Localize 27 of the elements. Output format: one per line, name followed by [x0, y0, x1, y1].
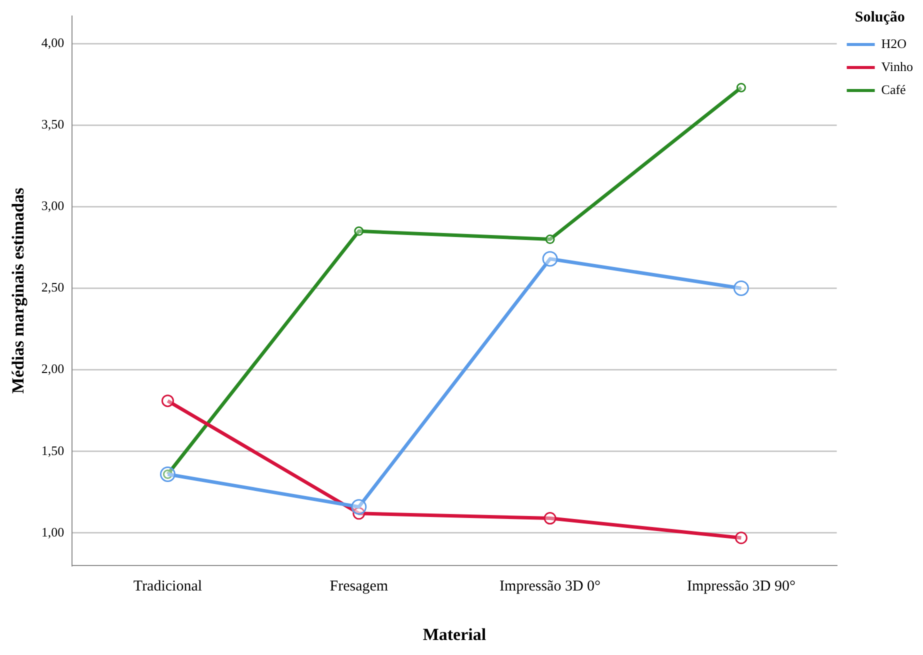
point [160, 466, 176, 482]
point [734, 532, 748, 544]
legend-title: Solução [854, 9, 905, 26]
legend-label: H2O [881, 36, 907, 51]
y-axis-title: Médias marginais estimadas [8, 187, 28, 394]
x-tick-label: Impressão 3D 0° [500, 578, 601, 595]
y-tick-label: 1,50 [41, 442, 64, 458]
point [542, 251, 558, 267]
y-tick-label: 2,00 [41, 361, 64, 376]
y-tick-label: 4,00 [41, 34, 64, 50]
point [354, 226, 364, 236]
point [733, 280, 749, 296]
point [736, 82, 746, 92]
point [351, 499, 367, 515]
legend-label: Vinho [881, 58, 914, 74]
y-tick-label: 2,50 [41, 280, 64, 295]
y-tick-label: 3,50 [41, 116, 64, 132]
x-tick-label: Impressão 3D 90° [686, 578, 796, 595]
y-tick-label: 1,00 [41, 524, 64, 540]
point [545, 234, 555, 244]
point [161, 394, 174, 408]
x-tick-label: Tradicional [133, 578, 202, 595]
x-tick-label: Fresagem [330, 578, 388, 595]
y-tick-label: 3,00 [41, 198, 64, 214]
x-axis-title: Material [422, 625, 486, 644]
point [544, 512, 556, 525]
legend-label: Café [881, 82, 906, 97]
